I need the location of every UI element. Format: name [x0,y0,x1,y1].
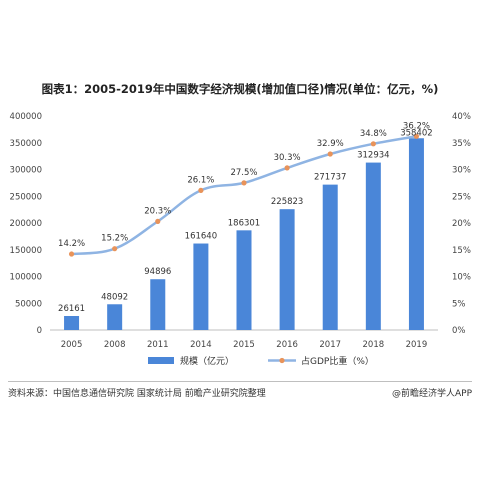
line-data-label: 32.9% [317,139,344,149]
x-tick-label: 2019 [406,340,428,350]
source-note: 资料来源：中国信息通信研究院 国家统计局 前瞻产业研究院整理 [8,389,266,399]
brand-note: @前瞻经济学人APP [391,389,472,399]
y-left-tick-label: 150000 [10,246,42,256]
x-tick-label: 2005 [61,340,83,350]
line-point [68,251,75,257]
bar [365,162,381,330]
line-data-label: 15.2% [101,234,128,244]
bar-data-label: 186301 [228,218,260,228]
x-tick-label: 2014 [190,340,212,350]
line-point [413,133,420,139]
line-point [284,165,290,171]
bar [408,138,424,330]
line-data-label: 34.8% [360,129,387,139]
y-right-tick-label: 20% [452,219,471,229]
y-left-tick-label: 350000 [10,139,42,149]
bar [64,316,80,330]
legend-marker-line [279,357,285,364]
bar [322,184,338,330]
line-point [112,246,118,252]
y-right-tick-label: 10% [452,273,471,283]
y-right-tick-label: 35% [452,139,471,149]
y-right-tick-label: 0% [452,326,466,336]
line-data-label: 14.2% [58,239,85,249]
footer-divider [8,381,472,382]
legend-label-bars: 规模（亿元） [180,355,234,367]
bar-data-label: 358402 [400,128,432,138]
y-left-tick-label: 50000 [15,299,42,309]
line-point [241,180,247,186]
bar-data-label: 94896 [144,267,171,277]
y-left-tick-label: 400000 [10,112,42,122]
line-data-label: 20.3% [144,206,171,216]
x-tick-label: 2015 [233,340,255,350]
bar [279,209,295,330]
bar-data-label: 225823 [271,197,303,207]
chart-title: 图表1：2005-2019年中国数字经济规模(增加值口径)情况(单位：亿元，%) [41,82,439,96]
bar [193,243,209,330]
y-right-tick-label: 40% [452,112,471,122]
x-tick-label: 2018 [363,340,385,350]
bar [107,304,123,330]
x-tick-label: 2008 [104,340,126,350]
bar [236,230,252,330]
x-tick-label: 2016 [276,340,298,350]
line-data-label: 30.3% [274,153,301,163]
line-point [198,187,204,193]
y-left-tick-label: 100000 [10,273,42,283]
legend-label-line: 占GDP比重（%） [301,355,374,367]
line-point [155,218,161,224]
y-left-tick-label: 250000 [10,192,42,202]
line-data-label: 27.5% [230,168,257,178]
y-right-tick-label: 5% [452,299,466,309]
bar-data-label: 271737 [314,173,346,183]
bar-data-label: 26161 [58,304,85,314]
line-data-label: 26.1% [187,175,214,185]
legend-swatch-bars [148,357,174,364]
y-left-tick-label: 300000 [10,166,42,176]
y-left-tick-label: 200000 [10,219,42,229]
line-data-label: 36.2% [403,121,430,131]
line-point [327,151,333,157]
bar [150,279,166,330]
line-point [370,141,376,147]
x-tick-label: 2017 [319,340,341,350]
y-right-tick-label: 15% [452,246,471,256]
x-tick-label: 2011 [147,340,169,350]
bar-data-label: 48092 [101,292,128,302]
bar-data-label: 312934 [357,151,389,161]
y-left-tick-label: 0 [37,326,42,336]
y-right-tick-label: 25% [452,192,471,202]
y-right-tick-label: 30% [452,166,471,176]
bar-data-label: 161640 [185,232,217,242]
